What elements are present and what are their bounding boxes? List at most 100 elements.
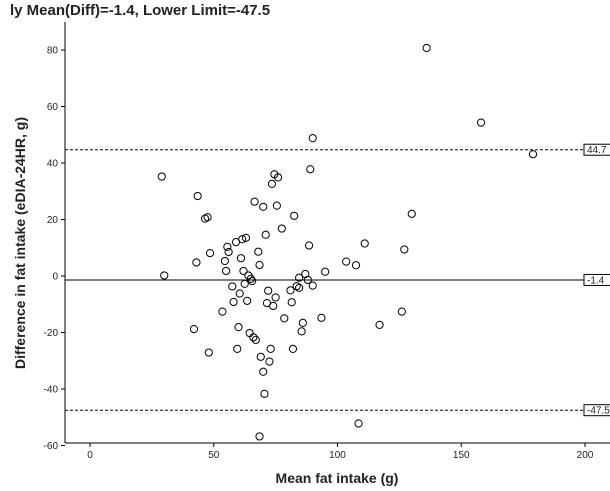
data-point [290,211,299,220]
data-point [224,247,233,257]
x-tick-label: 200 [577,450,594,461]
data-point [241,233,251,242]
data-point [256,352,265,361]
axes: -60 -40 -20 0 20 40 60 80 0 50 100 150 200 [44,22,610,461]
data-point [354,419,363,428]
data-point [304,241,314,250]
data-point [476,118,486,127]
y-tick-label: 40 [47,159,59,170]
data-point [246,274,255,283]
data-point [422,43,431,53]
data-point [222,266,231,276]
data-point [286,286,295,295]
data-point [236,254,246,263]
data-point [267,179,277,189]
data-point [250,197,259,206]
y-tick-label: 60 [47,102,59,113]
reference-label-box [583,404,610,417]
data-point [295,283,304,292]
data-point [259,202,268,211]
data-point [238,235,247,244]
x-axis-label: Mean fat intake (g) [276,470,399,486]
data-point [269,301,278,311]
data-point [272,201,281,210]
data-point [298,318,307,327]
data-point [254,247,263,256]
reference-label: 44.7 [587,145,607,156]
data-point [239,266,248,276]
data-point [251,335,260,344]
data-point [205,249,215,258]
y-tick-label: -60 [44,441,59,452]
data-point [203,213,212,222]
x-tick-label: 0 [87,450,93,461]
reference-label-box [583,143,610,156]
y-tick-label: 20 [47,215,59,226]
data-point [233,344,242,353]
data-points [157,43,538,441]
chart-title: ly Mean(Diff)=-1.4, Lower Limit=-47.5 [10,2,270,19]
data-point [271,293,280,302]
data-point [287,298,296,307]
data-point [321,267,330,276]
data-point [229,297,238,307]
data-point [288,344,298,353]
data-point [192,258,201,267]
data-point [528,150,538,159]
data-point [261,230,270,239]
data-point [351,261,361,270]
data-point [249,333,258,342]
data-point [265,357,274,366]
y-tick-label: -40 [44,385,59,396]
data-point [407,209,416,218]
data-point [397,307,406,316]
data-point [193,191,202,201]
data-point [157,172,166,181]
data-point [266,344,275,353]
data-point [317,313,326,322]
data-point [234,323,243,332]
x-tick-label: 150 [453,450,470,461]
data-point [160,271,169,280]
y-axis-label: Difference in fat intake (eDIA-24HR, g) [12,117,28,369]
data-point [342,257,351,266]
data-point [189,325,199,334]
reference-label: -1.4 [587,275,605,286]
data-point [360,239,369,248]
data-point [255,260,264,270]
data-point [277,224,286,233]
data-point [274,173,283,182]
data-point [292,282,301,291]
data-point [259,367,268,376]
data-point [280,314,289,323]
data-point [223,242,232,252]
y-tick-label: 80 [47,46,59,57]
data-point [248,276,257,286]
data-point [306,165,315,174]
data-point [243,296,252,305]
data-point [303,275,312,285]
reference-lines: 44.7 -1.4 -47.5 [65,143,610,417]
data-point [255,432,264,441]
data-point [204,348,213,357]
data-point [375,320,384,329]
x-tick-label: 50 [208,450,220,461]
data-point [228,282,237,291]
data-point [400,245,409,254]
data-point [297,327,306,336]
data-point [240,279,249,289]
y-tick-label: -20 [44,328,59,339]
reference-label: -47.5 [587,406,610,417]
data-point [308,134,317,143]
x-tick-label: 100 [329,450,346,461]
y-tick-label: 0 [52,272,58,283]
reference-label-box [583,273,610,286]
data-point [260,389,269,398]
data-point [218,307,227,316]
data-point [235,289,244,298]
data-point [220,256,229,266]
data-point [264,286,273,295]
data-point [308,281,317,290]
data-point [295,273,304,282]
